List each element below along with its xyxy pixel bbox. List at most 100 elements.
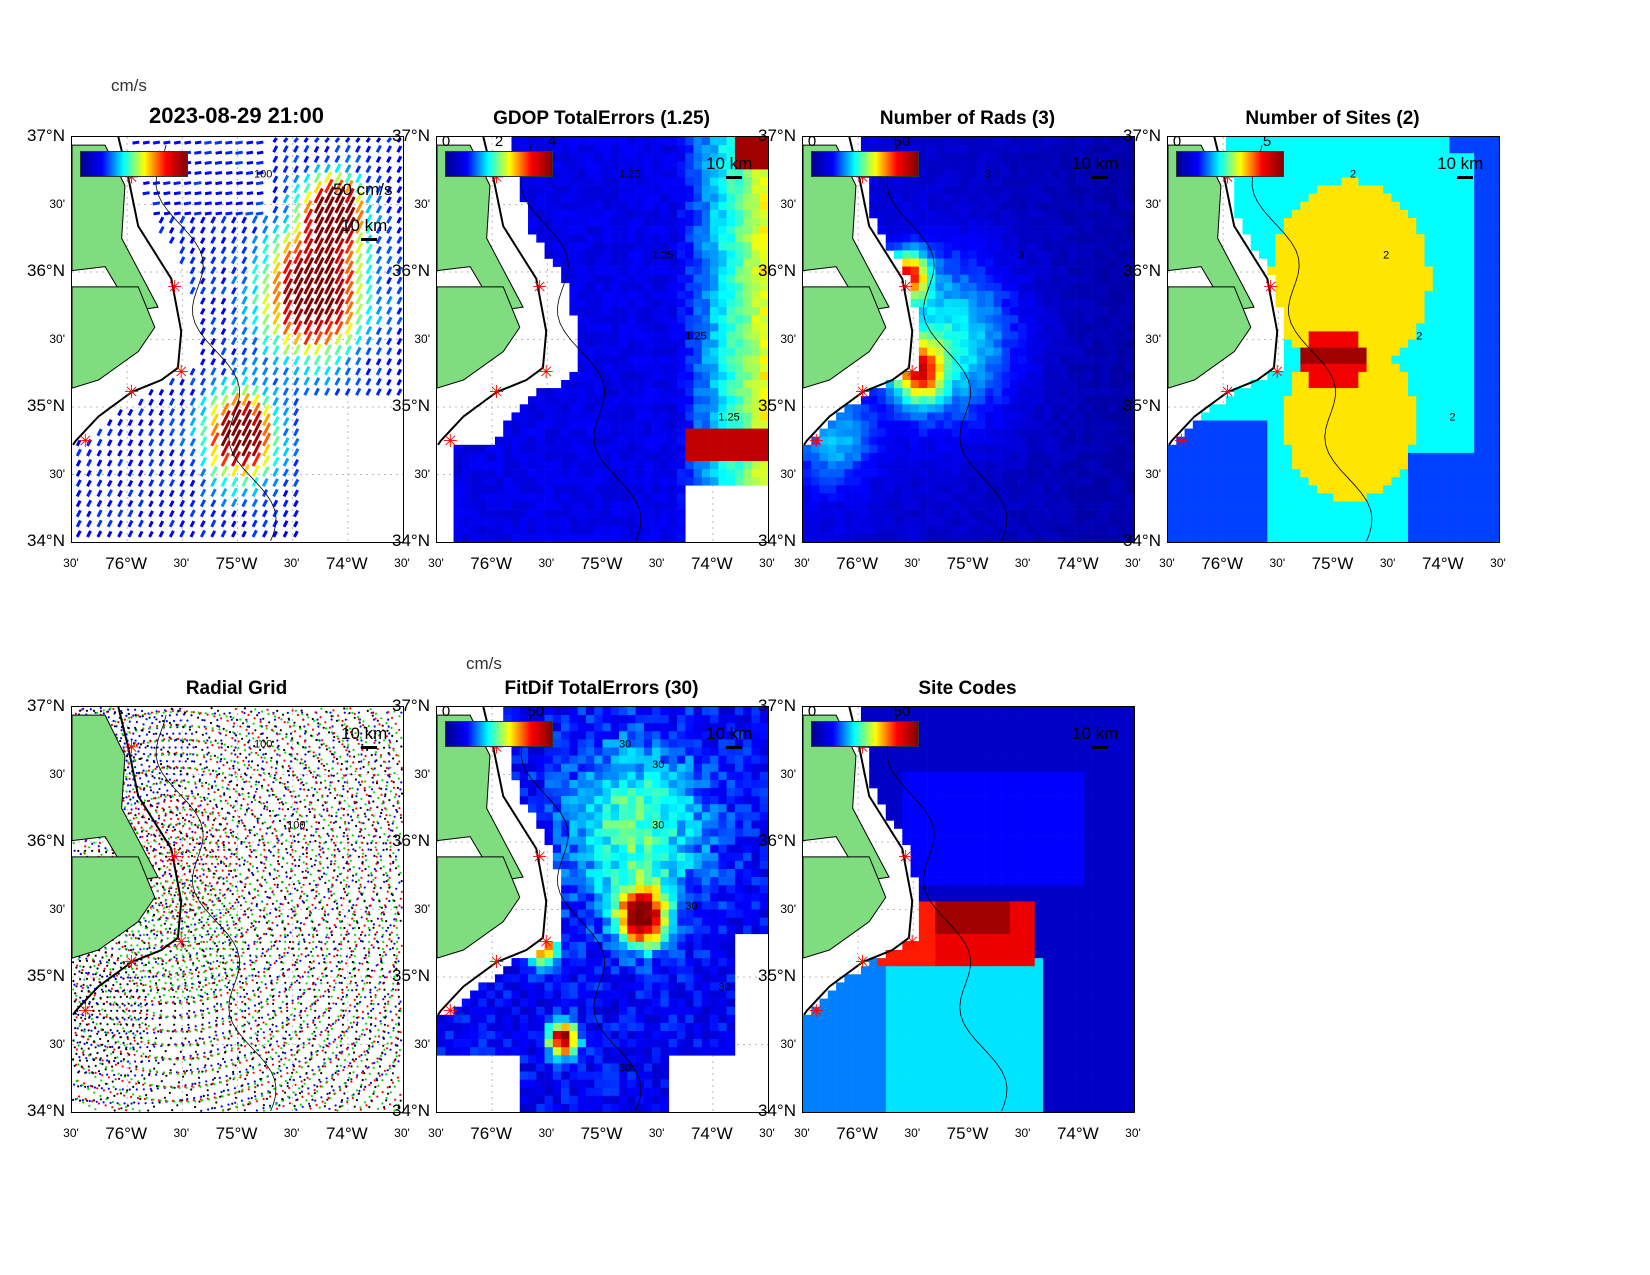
heatmap-cell	[902, 145, 911, 154]
current-vector	[344, 333, 353, 346]
heatmap-cell	[869, 396, 878, 405]
heatmap-cell	[1026, 339, 1035, 348]
heatmap-cell	[1042, 420, 1052, 429]
heatmap-cell	[544, 145, 554, 154]
current-vector	[262, 386, 269, 396]
heatmap-cell	[1001, 250, 1011, 259]
heatmap-cell	[1100, 145, 1110, 154]
heatmap-cell	[1051, 363, 1060, 373]
heatmap-cell	[927, 185, 936, 194]
heatmap-cell	[743, 339, 752, 348]
current-vector	[396, 388, 403, 396]
heatmap-cell	[968, 250, 978, 259]
current-vector	[396, 378, 402, 386]
heatmap-cell	[453, 525, 463, 535]
heatmap-cell	[968, 477, 978, 486]
heatmap-cell	[1034, 201, 1044, 211]
heatmap-cell	[528, 404, 537, 413]
current-vector	[158, 449, 165, 457]
heatmap-cell	[1009, 363, 1019, 373]
heatmap-cell	[1092, 177, 1102, 186]
heatmap-cell	[943, 307, 953, 316]
current-vector	[255, 201, 264, 206]
heatmap-cell	[594, 347, 603, 356]
heatmap-cell	[511, 509, 521, 518]
current-vector	[282, 174, 289, 184]
heatmap-cell	[577, 331, 587, 340]
heatmap-cell	[1009, 315, 1019, 324]
heatmap-cell	[660, 396, 669, 405]
current-vector	[344, 260, 354, 275]
heatmap-cell	[1366, 177, 1376, 186]
heatmap-cell	[619, 396, 628, 405]
heatmap-cell	[1300, 185, 1309, 194]
current-vector	[313, 137, 320, 144]
heatmap-cell	[1067, 161, 1077, 170]
current-vector	[396, 185, 403, 194]
heatmap-cell	[1350, 299, 1359, 308]
current-vector	[303, 297, 315, 315]
current-vector	[272, 488, 279, 498]
heatmap-cell	[910, 250, 920, 259]
current-vector	[344, 367, 352, 376]
heatmap-cell	[951, 242, 961, 251]
heatmap-cell	[1009, 380, 1019, 389]
heatmap-cell	[976, 517, 986, 527]
heatmap-cell	[635, 436, 645, 446]
heatmap-cell	[627, 282, 636, 292]
heatmap-cell	[1168, 444, 1177, 454]
heatmap-cell	[885, 177, 895, 186]
current-vector	[251, 215, 258, 224]
heatmap-cell	[943, 161, 953, 170]
heatmap-cell	[943, 404, 953, 413]
heatmap-cell	[1341, 493, 1351, 502]
heatmap-cell	[676, 226, 686, 235]
heatmap-cell	[561, 428, 570, 437]
heatmap-cell	[836, 444, 845, 454]
heatmap-cell	[470, 533, 479, 542]
heatmap-cell	[1283, 436, 1293, 446]
heatmap-cell	[819, 517, 829, 527]
heatmap-cell	[1100, 323, 1110, 332]
current-vector	[282, 145, 289, 153]
heatmap-cell	[577, 209, 587, 219]
heatmap-cell	[743, 234, 752, 243]
heatmap-cell	[1168, 509, 1177, 518]
heatmap-cell	[710, 282, 719, 292]
heatmap-cell	[486, 517, 496, 527]
heatmap-cell	[1109, 485, 1118, 494]
heatmap-cell	[660, 380, 669, 389]
heatmap-cell	[693, 388, 703, 397]
heatmap-cell	[1316, 388, 1326, 397]
heatmap-cell	[1001, 477, 1011, 486]
heatmap-cell	[976, 242, 986, 251]
heatmap-cell	[1092, 493, 1102, 502]
current-vector	[282, 278, 294, 295]
heatmap-cell	[1283, 404, 1293, 413]
heatmap-cell	[902, 137, 911, 146]
heatmap-cell	[943, 323, 953, 332]
heatmap-cell	[985, 274, 994, 284]
heatmap-cell	[985, 477, 994, 486]
heatmap-cell	[743, 436, 752, 446]
heatmap-cell	[1067, 258, 1077, 267]
current-vector	[210, 413, 219, 427]
heatmap-cell	[844, 412, 853, 421]
heatmap-cell	[1059, 193, 1069, 203]
heatmap-cell	[918, 323, 928, 332]
heatmap-cell	[1325, 355, 1334, 365]
heatmap-cell	[1341, 209, 1351, 219]
heatmap-cell	[478, 517, 487, 527]
heatmap-cell	[860, 404, 870, 413]
heatmap-cell	[643, 137, 653, 146]
current-vector	[96, 530, 103, 538]
heatmap-cell	[544, 218, 554, 227]
heatmap-cell	[1333, 380, 1343, 389]
current-vector	[241, 450, 252, 467]
heatmap-cell	[660, 274, 669, 284]
current-vector	[344, 228, 355, 244]
heatmap-cell	[1001, 161, 1011, 170]
heatmap-cell	[668, 347, 678, 356]
heatmap-cell	[1316, 169, 1326, 178]
heatmap-cell	[1358, 209, 1367, 219]
